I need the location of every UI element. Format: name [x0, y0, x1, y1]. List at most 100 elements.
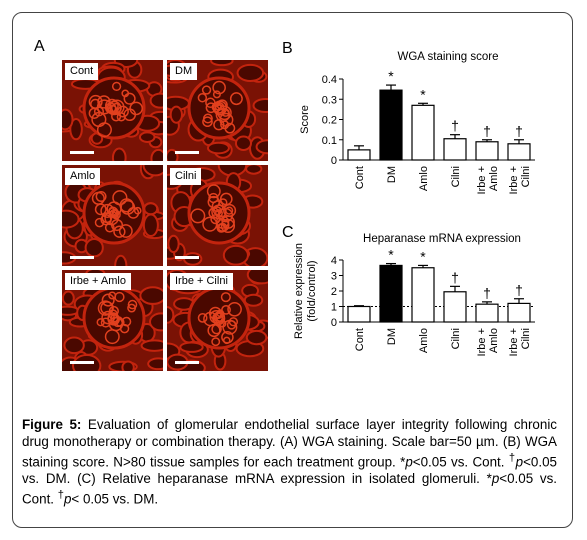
bar	[347, 305, 371, 323]
y-tick-label: 3	[331, 271, 337, 283]
bar	[475, 303, 499, 323]
x-tick-label: Irbe +	[508, 166, 520, 194]
capillary-loop	[216, 223, 227, 233]
capillary-loop	[121, 89, 130, 98]
tubule-lumen	[150, 148, 163, 161]
capillary-loop	[123, 92, 136, 105]
panel-b-letter: B	[282, 40, 293, 57]
figure-frame	[12, 12, 573, 528]
scale-bar	[175, 361, 199, 364]
capillary-loop	[96, 99, 112, 115]
tubule-lumen	[243, 293, 264, 307]
x-tick-label: Irbe +	[476, 328, 488, 356]
caption-p-4: p	[63, 491, 72, 507]
x-tick-label: Amlo	[418, 166, 430, 191]
micrograph-label: Cilni	[170, 168, 202, 185]
bar	[379, 264, 403, 323]
chart-title: Heparanase mRNA expression	[363, 233, 521, 245]
y-axis-label: Score	[299, 105, 311, 134]
x-tick-label: Amlo	[488, 166, 500, 191]
capillary-loop	[190, 208, 206, 224]
capillary-loop	[211, 200, 224, 213]
bar	[379, 89, 403, 161]
tubule-lumen	[69, 118, 83, 141]
y-tick-label: 0	[331, 155, 337, 167]
capillary-loop	[221, 331, 234, 344]
caption-p-3: p	[491, 471, 500, 487]
y-tick-label: 0.4	[322, 74, 337, 86]
capillary-loop	[211, 323, 222, 335]
micrograph-label: Cont	[65, 63, 99, 80]
capillary-loop	[101, 293, 115, 307]
tubule-lumen	[236, 63, 265, 82]
caption-dagger-1: †	[508, 452, 516, 464]
y-tick-label: 2	[331, 286, 337, 298]
tubule-lumen	[206, 141, 230, 155]
tubule-lumen	[149, 312, 163, 332]
figure-caption: Figure 5: Evaluation of glomerular endot…	[22, 416, 557, 508]
capillary-loop	[216, 99, 228, 111]
tubule-lumen	[62, 108, 74, 131]
capillary-loop	[133, 206, 142, 215]
panel-c-letter: C	[282, 224, 294, 241]
capillary-loop	[94, 203, 107, 216]
tubule-lumen	[167, 306, 175, 324]
capillary-loop	[104, 329, 120, 345]
capillary-loop	[114, 291, 125, 303]
y-tick-label: 0.2	[322, 115, 337, 127]
x-tick-label: Cont	[354, 166, 366, 189]
scale-bar	[175, 151, 199, 154]
tubule-lumen	[140, 339, 163, 352]
capillary-loop	[212, 90, 221, 99]
tubule-lumen	[179, 341, 204, 353]
capillary-loop	[120, 200, 136, 215]
capillary-loop	[109, 99, 125, 115]
caption-text-1: Evaluation of glomerular endothelial sur…	[22, 417, 557, 470]
x-tick-label: Cilni	[450, 328, 462, 349]
tubule-lumen	[167, 234, 180, 254]
capillary-loop	[214, 311, 226, 322]
significance-marker: †	[483, 123, 491, 139]
capillary-loop	[94, 217, 105, 228]
capillary-loop	[113, 225, 126, 238]
y-tick-label: 0.3	[322, 94, 337, 106]
capillary-loop	[104, 98, 119, 113]
significance-marker: †	[483, 285, 491, 301]
x-tick-label: DM	[386, 166, 398, 183]
capillary-loop	[211, 204, 227, 220]
capillary-loop	[210, 214, 221, 225]
scale-bar	[175, 256, 199, 259]
x-tick-label: Amlo	[418, 328, 430, 353]
tubule-lumen	[111, 147, 127, 161]
tubule-lumen	[147, 357, 163, 371]
bar	[443, 138, 467, 161]
capillary-loop	[220, 292, 231, 303]
capillary-loop	[110, 218, 124, 232]
tubule-lumen	[121, 360, 135, 371]
capillary-loop	[212, 101, 225, 114]
caption-text-3: <0.05 vs. DM. (C) Relative heparanase mR…	[22, 454, 557, 487]
micrograph-label: Amlo	[65, 168, 101, 185]
bar	[411, 104, 435, 161]
micrograph-1: Cont	[62, 60, 163, 161]
capillary-loop	[205, 102, 217, 114]
x-tick-label: Irbe +	[508, 328, 520, 356]
capillary-loop	[95, 191, 107, 202]
bar	[411, 267, 435, 323]
wga-score-chart: WGA staining score Score 0 0.1 0.2 0.3 0.4 Cont…	[299, 51, 535, 194]
capillary-loop	[229, 92, 243, 106]
caption-text-2: <0.05 vs. Cont.	[412, 454, 509, 470]
x-tick-label: Amlo	[488, 328, 500, 353]
tubule-lumen	[138, 131, 156, 143]
significance-marker: *	[388, 68, 394, 84]
tubule-lumen	[62, 209, 80, 229]
tubule-lumen	[245, 165, 263, 175]
capillary-loop	[208, 207, 220, 219]
micrograph-5: Irbe + Amlo	[62, 270, 163, 371]
significance-marker: *	[420, 86, 426, 102]
tubule-lumen	[142, 165, 163, 177]
capillary-loop	[97, 300, 114, 316]
significance-marker: †	[451, 118, 459, 134]
y-axis-label: (fold/control)	[306, 260, 318, 321]
bar	[443, 291, 467, 323]
